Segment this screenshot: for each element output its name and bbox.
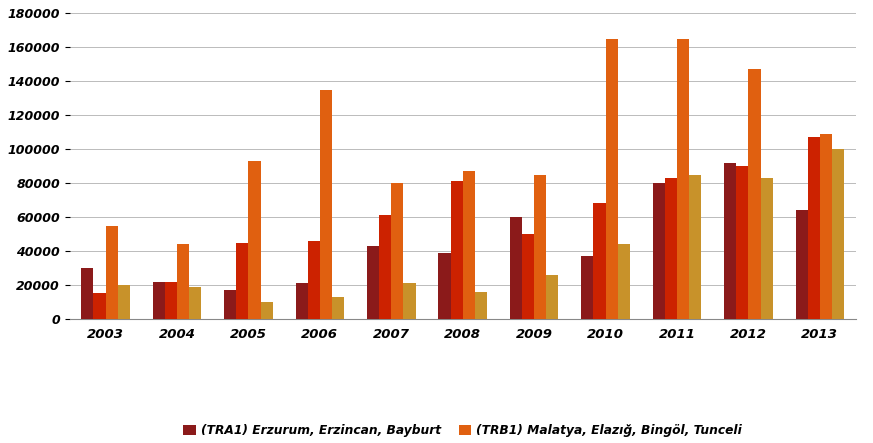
Bar bbox=[724, 163, 736, 319]
Bar bbox=[689, 175, 701, 319]
Bar bbox=[237, 243, 249, 319]
Bar bbox=[307, 241, 320, 319]
Bar bbox=[736, 166, 748, 319]
Bar bbox=[463, 171, 475, 319]
Bar bbox=[106, 225, 118, 319]
Bar bbox=[748, 70, 760, 319]
Bar bbox=[320, 89, 332, 319]
Bar bbox=[332, 297, 344, 319]
Bar bbox=[677, 39, 689, 319]
Bar bbox=[760, 178, 773, 319]
Bar bbox=[808, 137, 820, 319]
Bar bbox=[510, 217, 522, 319]
Bar bbox=[820, 134, 832, 319]
Bar bbox=[296, 284, 307, 319]
Bar bbox=[522, 234, 534, 319]
Bar bbox=[189, 287, 202, 319]
Bar bbox=[795, 210, 808, 319]
Bar bbox=[260, 302, 272, 319]
Bar bbox=[618, 244, 629, 319]
Bar bbox=[249, 161, 260, 319]
Legend: (TRA1) Erzurum, Erzincan, Bayburt, (TRA2) Ağrı, Kars, Iğdır, Ardahan, (TRB1) Mal: (TRA1) Erzurum, Erzincan, Bayburt, (TRA2… bbox=[180, 420, 746, 443]
Bar bbox=[606, 39, 618, 319]
Bar bbox=[93, 293, 106, 319]
Bar bbox=[153, 282, 165, 319]
Bar bbox=[379, 215, 391, 319]
Bar bbox=[367, 246, 379, 319]
Bar bbox=[165, 282, 177, 319]
Bar bbox=[177, 244, 189, 319]
Bar bbox=[118, 285, 130, 319]
Bar bbox=[581, 256, 594, 319]
Bar bbox=[665, 178, 677, 319]
Bar bbox=[438, 253, 450, 319]
Bar bbox=[450, 182, 463, 319]
Bar bbox=[81, 268, 93, 319]
Bar bbox=[653, 183, 665, 319]
Bar bbox=[546, 275, 559, 319]
Bar bbox=[534, 175, 546, 319]
Bar bbox=[832, 149, 844, 319]
Bar bbox=[594, 203, 606, 319]
Bar bbox=[475, 292, 487, 319]
Bar bbox=[403, 284, 416, 319]
Bar bbox=[391, 183, 403, 319]
Bar bbox=[224, 290, 237, 319]
